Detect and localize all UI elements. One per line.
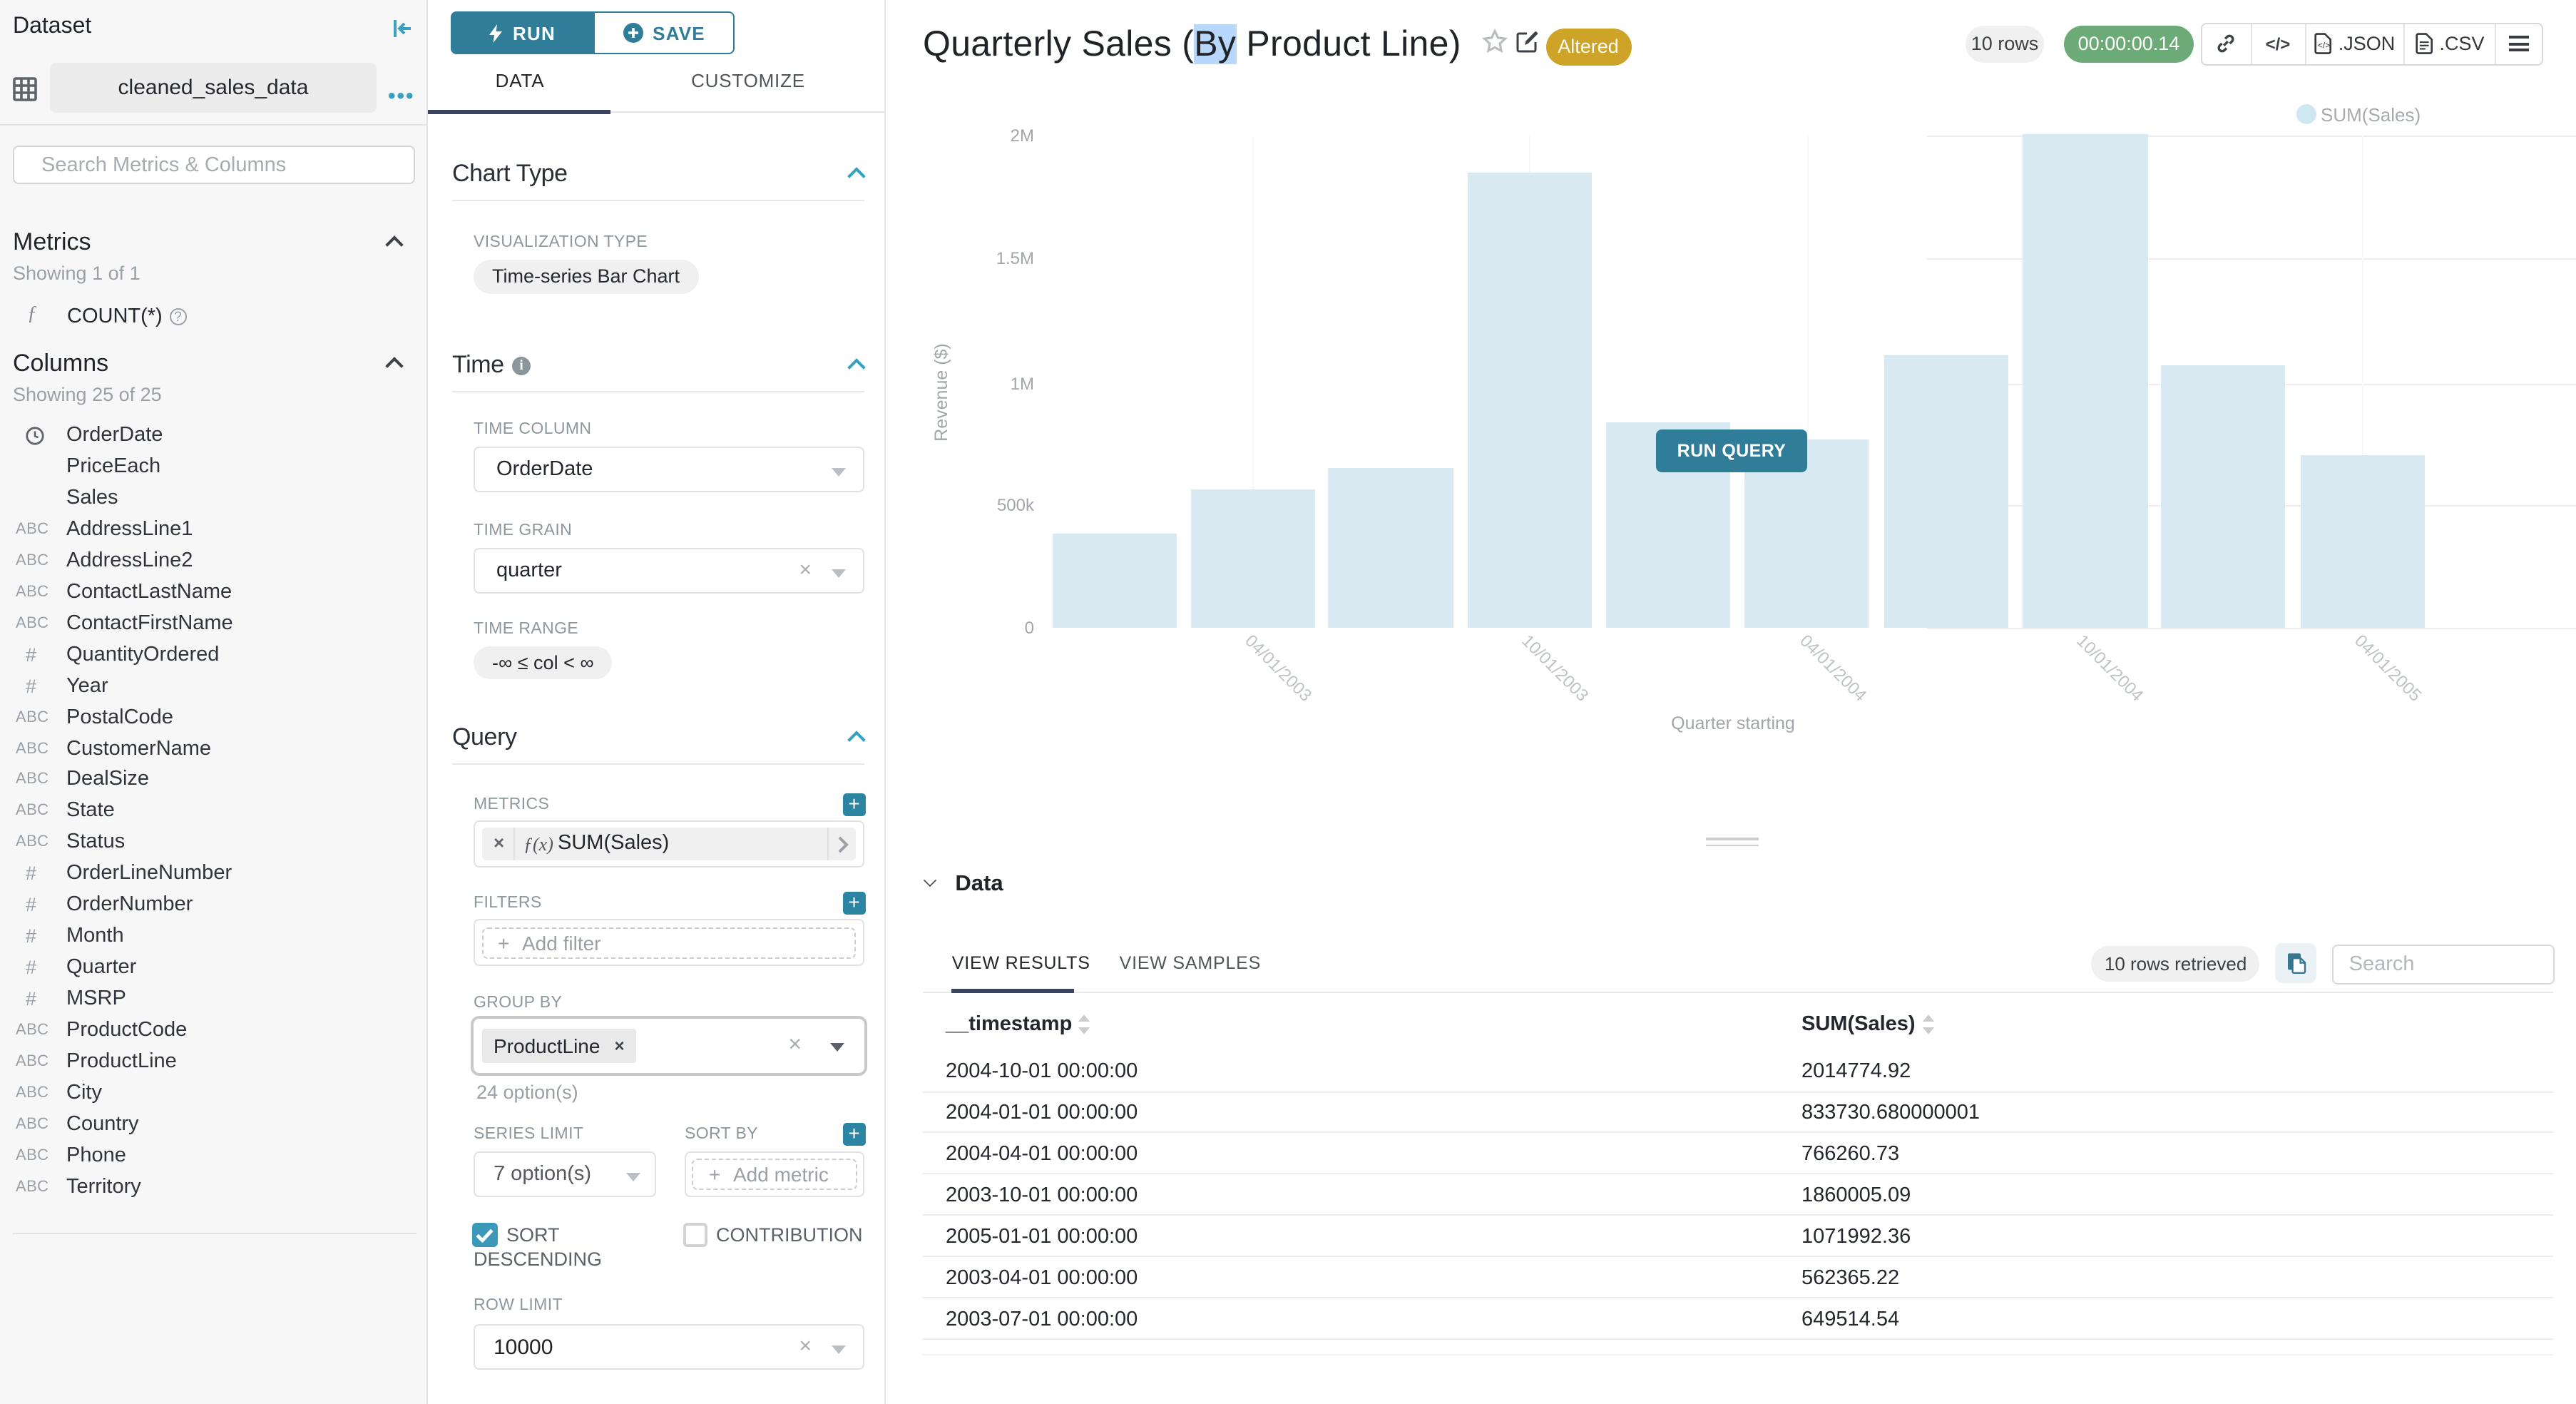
svg-text:</>: </> <box>2318 41 2331 51</box>
